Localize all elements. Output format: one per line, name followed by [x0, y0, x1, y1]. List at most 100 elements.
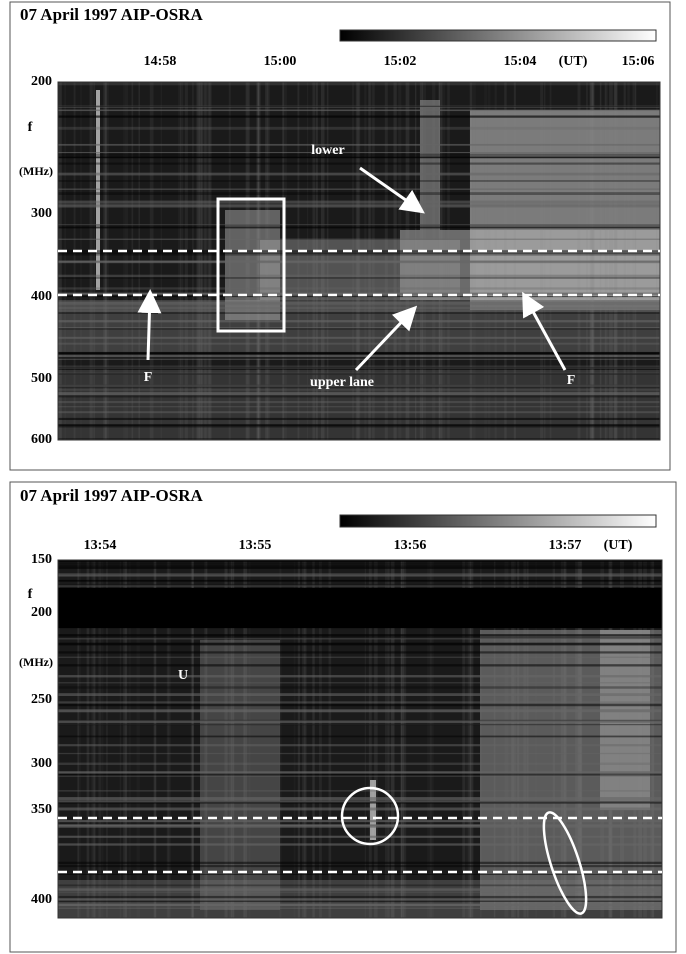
- x-tick-label: (UT): [559, 54, 588, 69]
- channel-line: [58, 327, 660, 330]
- channel-line: [58, 719, 662, 723]
- streak: [650, 560, 655, 918]
- streak: [400, 560, 403, 918]
- streak: [430, 560, 434, 918]
- channel-line: [58, 238, 660, 240]
- streak: [390, 560, 395, 918]
- channel-line: [58, 373, 660, 375]
- streak: [297, 560, 301, 918]
- streak: [231, 560, 234, 918]
- streak: [86, 560, 90, 918]
- channel-line: [58, 356, 660, 359]
- channel-line: [58, 752, 662, 755]
- channel-line: [58, 384, 660, 387]
- streak: [633, 560, 637, 918]
- channel-line: [58, 709, 662, 713]
- channel-line: [58, 109, 660, 112]
- streak: [304, 560, 307, 918]
- channel-line: [58, 342, 660, 345]
- channel-line: [58, 835, 662, 838]
- arrow: [359, 166, 425, 214]
- emission: [600, 630, 650, 810]
- color-bar: [339, 29, 657, 42]
- streak: [91, 560, 95, 918]
- channel-line: [58, 394, 660, 397]
- channel-line: [58, 306, 660, 310]
- annotations: lower upper lane F F U: [58, 143, 662, 915]
- streak: [374, 560, 378, 918]
- streak: [575, 560, 579, 918]
- ellipse: [542, 811, 588, 915]
- streak: [619, 560, 624, 918]
- streak: [191, 560, 194, 918]
- streak: [98, 560, 102, 918]
- channel-line: [58, 635, 662, 639]
- channel-line: [58, 224, 660, 226]
- channel-line: [58, 287, 660, 290]
- channel-line: [58, 573, 662, 576]
- channel-line: [58, 721, 662, 723]
- streak: [643, 560, 647, 918]
- channel-line: [58, 392, 660, 395]
- channel-line: [58, 891, 662, 893]
- channel-line: [58, 861, 662, 864]
- y-tick-label: 200: [31, 605, 52, 620]
- y-tick-label: 400: [31, 892, 52, 907]
- streak: [302, 560, 305, 918]
- channel-line: [58, 724, 662, 726]
- channel-line: [58, 301, 660, 305]
- channel-line: [58, 703, 662, 707]
- streak: [466, 560, 470, 918]
- streak: [279, 560, 282, 918]
- channel-line: [58, 563, 662, 565]
- emission: [96, 90, 100, 290]
- channel-line: [58, 224, 660, 226]
- streak: [608, 560, 612, 918]
- streak: [101, 560, 104, 918]
- channel-line: [58, 560, 662, 563]
- channel-line: [58, 411, 660, 414]
- streak: [386, 560, 389, 918]
- channel-line: [58, 723, 662, 725]
- x-tick-label: 14:58: [144, 54, 177, 69]
- emission: [420, 100, 440, 230]
- streak: [565, 560, 567, 918]
- streak: [391, 560, 395, 918]
- streak: [480, 560, 482, 918]
- channel-line: [58, 200, 660, 204]
- channel-line: [58, 351, 660, 355]
- channel-line: [58, 907, 662, 909]
- channel-line: [58, 634, 662, 636]
- channel-line: [58, 637, 662, 640]
- panel-frame: [9, 481, 677, 953]
- streak: [293, 560, 296, 918]
- y-tick-label: 600: [31, 432, 52, 447]
- channel-line: [58, 799, 662, 802]
- channel-line: [58, 226, 660, 229]
- streak: [564, 560, 567, 918]
- emission: [400, 230, 660, 300]
- channel-line: [58, 903, 662, 907]
- channel-line: [58, 898, 662, 901]
- blank-band: [58, 588, 662, 628]
- channel-line: [58, 701, 662, 704]
- streak: [462, 560, 466, 918]
- streak: [560, 560, 565, 918]
- channel-line: [58, 773, 662, 776]
- streak: [429, 560, 432, 918]
- streak: [400, 560, 404, 918]
- streak: [119, 560, 122, 918]
- streak: [403, 560, 407, 918]
- channel-line: [58, 735, 662, 738]
- spectrogram: [57, 559, 663, 919]
- channel-line: [58, 656, 662, 658]
- channel-line: [58, 384, 660, 388]
- streak: [204, 560, 207, 918]
- channel-line: [58, 900, 662, 902]
- channel-line: [58, 372, 660, 375]
- channel-line: [58, 800, 662, 803]
- channel-line: [58, 336, 660, 339]
- channel-line: [58, 565, 662, 568]
- channel-line: [58, 389, 660, 391]
